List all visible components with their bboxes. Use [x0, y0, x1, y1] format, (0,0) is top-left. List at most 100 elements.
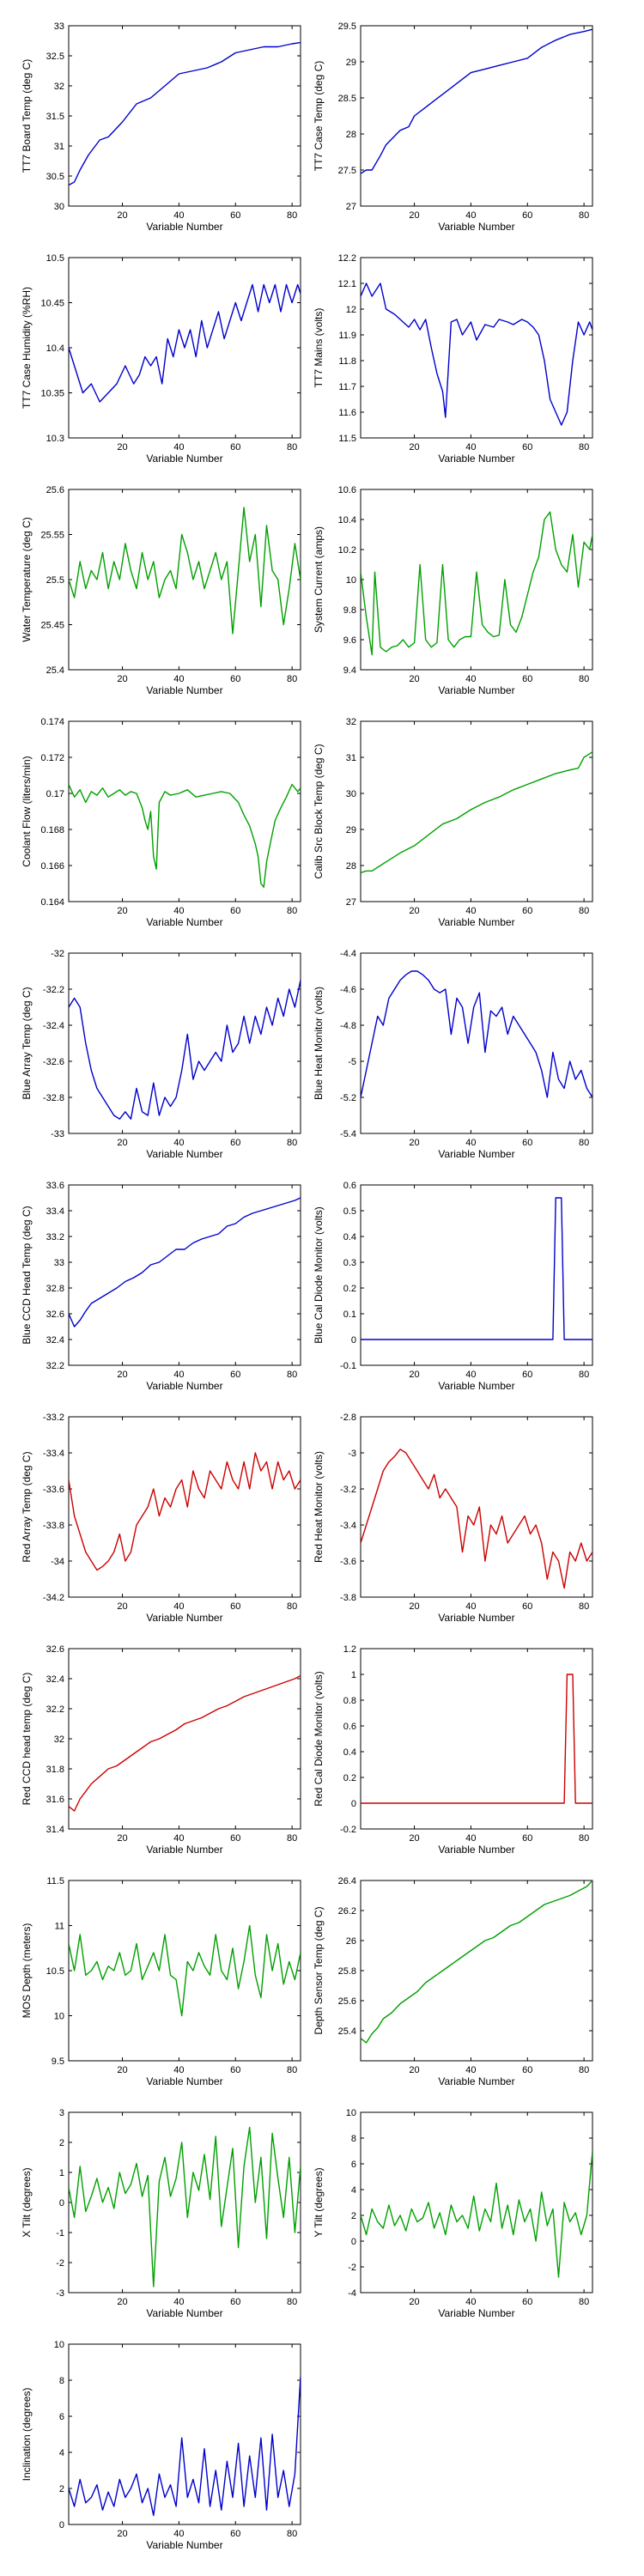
- x-tick-label: 40: [465, 1833, 476, 1844]
- y-tick-label: 6: [351, 2160, 356, 2170]
- y-tick-label: 0: [351, 2237, 356, 2247]
- y-tick-label: -4.8: [340, 1021, 356, 1031]
- y-tick-label: 0.166: [40, 861, 64, 872]
- y-tick-label: -32.4: [43, 1021, 64, 1031]
- plot-frame: [68, 1648, 301, 1830]
- y-tick-label: 25.5: [46, 575, 64, 586]
- y-tick-label: 32.4: [46, 1674, 64, 1685]
- plot-frame: [360, 1416, 593, 1598]
- y-tick-label: 33: [54, 21, 64, 32]
- x-tick-label: 80: [579, 442, 589, 453]
- x-tick-label: 80: [579, 1833, 589, 1844]
- x-axis-label: Variable Number: [438, 1148, 514, 1160]
- y-tick-label: 32: [54, 82, 64, 92]
- x-tick-label: 60: [522, 906, 532, 916]
- x-tick-label: 40: [173, 442, 184, 453]
- y-tick-label: 31.8: [46, 1765, 64, 1775]
- y-tick-label: 2: [59, 2484, 64, 2494]
- y-tick-label: 0.164: [40, 897, 64, 908]
- y-tick-label: 29: [346, 825, 356, 835]
- y-tick-label: 30.5: [46, 172, 64, 182]
- y-tick-label: 6: [59, 2412, 64, 2422]
- x-tick-label: 40: [465, 674, 476, 684]
- y-tick-label: 0.8: [343, 1696, 356, 1706]
- x-tick-label: 80: [287, 674, 297, 684]
- y-axis-label: Calib Src Block Temp (deg C): [313, 744, 325, 878]
- y-tick-label: 31.4: [46, 1825, 64, 1835]
- plot-frame: [68, 2111, 301, 2293]
- x-axis-label: Variable Number: [438, 1844, 514, 1856]
- y-tick-label: 28: [346, 861, 356, 872]
- x-axis-label: Variable Number: [146, 916, 222, 928]
- x-axis-label: Variable Number: [438, 1612, 514, 1624]
- chart-panel: 20 40 60 80 -4 -2 0 2 4 6 8 10 Variable Number Y Tilt…: [313, 2108, 593, 2319]
- series-line: [69, 283, 301, 403]
- x-tick-label: 60: [230, 1370, 240, 1380]
- x-tick-label: 80: [579, 906, 589, 916]
- x-tick-label: 20: [409, 1833, 419, 1844]
- y-tick-label: 11.5: [338, 434, 356, 444]
- y-tick-label: 33: [54, 1258, 64, 1268]
- y-tick-label: -3.6: [340, 1557, 356, 1567]
- y-axis-label: Depth Sensor Temp (deg C): [313, 1906, 325, 2034]
- x-tick-label: 20: [409, 2297, 419, 2307]
- y-tick-label: -33.4: [43, 1449, 64, 1459]
- x-axis-label: Variable Number: [438, 1380, 514, 1392]
- y-tick-label: 0.5: [343, 1206, 356, 1217]
- x-tick-label: 60: [230, 2065, 240, 2075]
- x-axis-label: Variable Number: [438, 916, 514, 928]
- y-tick-label: -3.4: [340, 1521, 356, 1531]
- plot-frame: [360, 1184, 593, 1366]
- y-tick-label: 10: [54, 2340, 64, 2350]
- y-tick-label: 2: [59, 2138, 64, 2148]
- y-axis-label: Red Heat Monitor (volts): [313, 1451, 325, 1563]
- x-tick-label: 20: [117, 2065, 127, 2075]
- y-tick-label: 10.3: [46, 434, 64, 444]
- x-tick-label: 80: [287, 1138, 297, 1148]
- series-line: [69, 980, 301, 1120]
- y-axis-label: Red CCD head temp (deg C): [21, 1673, 33, 1806]
- plot-frame: [360, 25, 593, 207]
- x-tick-label: 40: [173, 1601, 184, 1612]
- chart-panel: 20 40 60 80 10.3 10.35 10.4 10.45 10.5 Variable N…: [21, 253, 301, 465]
- y-tick-label: 4: [59, 2448, 64, 2458]
- y-tick-label: 30: [54, 202, 64, 212]
- series-line: [361, 511, 592, 656]
- y-tick-label: 31: [346, 753, 356, 763]
- x-tick-label: 60: [522, 1138, 532, 1148]
- x-tick-label: 40: [173, 210, 184, 221]
- y-tick-label: -3.8: [340, 1593, 356, 1603]
- y-tick-label: 10: [54, 2012, 64, 2022]
- x-axis-label: Variable Number: [146, 1844, 222, 1856]
- y-tick-label: 32.4: [46, 1335, 64, 1346]
- y-tick-label: -2: [56, 2258, 64, 2269]
- y-tick-label: -33.2: [43, 1413, 64, 1423]
- x-tick-label: 80: [579, 1138, 589, 1148]
- x-tick-label: 60: [522, 1601, 532, 1612]
- series-line: [69, 1674, 301, 1812]
- x-tick-label: 60: [230, 1833, 240, 1844]
- y-tick-label: 9.4: [343, 665, 356, 676]
- x-tick-label: 60: [230, 674, 240, 684]
- chart-panel: 20 40 60 80 25.4 25.6 25.8 26 26.2 26.4 Variable N…: [313, 1876, 593, 2087]
- y-tick-label: 31: [54, 142, 64, 152]
- x-tick-label: 60: [230, 906, 240, 916]
- y-axis-label: Red Array Temp (deg C): [21, 1451, 33, 1562]
- y-tick-label: 0.174: [40, 717, 64, 727]
- x-tick-label: 40: [173, 2065, 184, 2075]
- y-tick-label: 27.5: [338, 166, 356, 176]
- y-axis-label: Red Cal Diode Monitor (volts): [313, 1671, 325, 1806]
- y-tick-label: 8: [59, 2376, 64, 2386]
- y-axis-label: MOS Depth (meters): [21, 1923, 33, 2019]
- x-tick-label: 20: [409, 906, 419, 916]
- y-axis-label: Blue CCD Head Temp (deg C): [21, 1206, 33, 1344]
- y-tick-label: 3: [59, 2108, 64, 2118]
- y-axis-label: TT7 Case Humidity (%RH): [21, 287, 33, 409]
- y-tick-label: 8: [351, 2134, 356, 2144]
- x-tick-label: 80: [287, 442, 297, 453]
- x-tick-label: 40: [465, 2065, 476, 2075]
- y-tick-label: 10.6: [338, 485, 356, 495]
- x-axis-label: Variable Number: [146, 2539, 222, 2551]
- y-axis-label: TT7 Board Temp (deg C): [21, 59, 33, 173]
- chart-panel: 20 40 60 80 30 30.5 31 31.5 32 32.5 33 Variable Num…: [21, 21, 301, 233]
